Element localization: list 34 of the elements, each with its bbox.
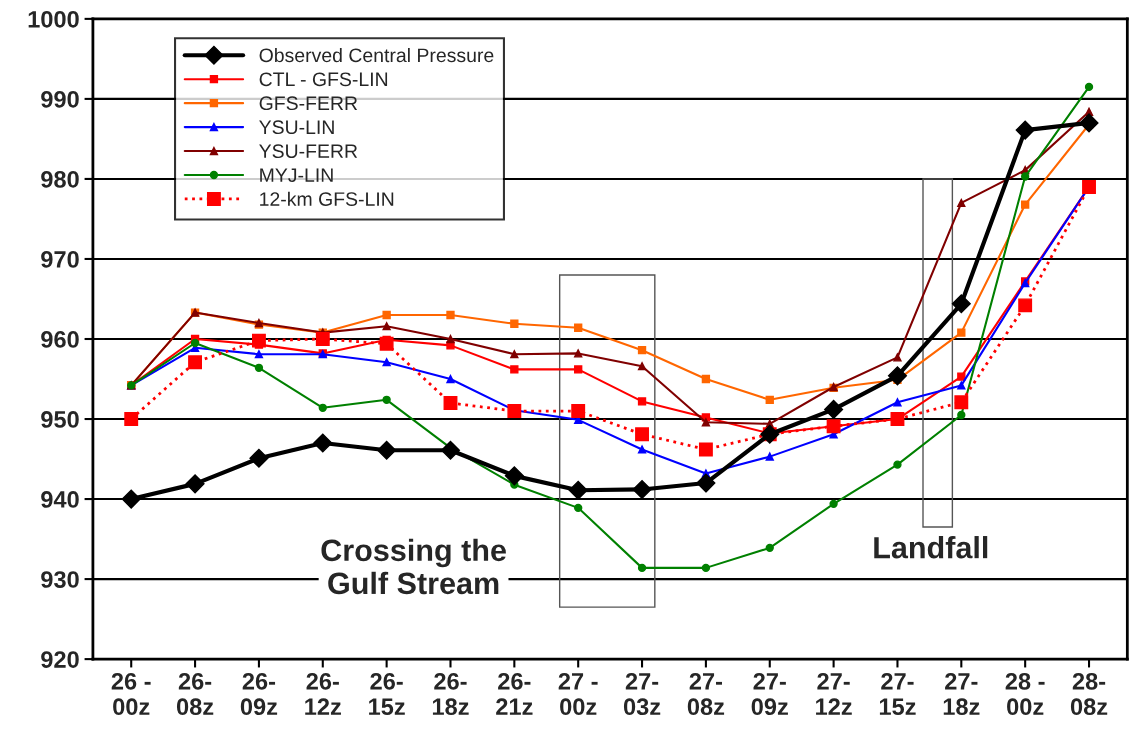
x-tick-label: 26- 09z [240,672,278,716]
x-tick-label: 27- 08z [687,672,725,716]
x-tick-label: 26 - 00z [111,672,151,716]
x-tick-label: 28- 08z [1070,672,1108,716]
x-tick-label: 26- 21z [496,672,533,715]
legend-label: MYJ-LIN [260,168,333,182]
y-tick-label: 970 [41,251,79,268]
x-tick-label: 28 - 00z [1005,672,1045,716]
y-tick-label: 950 [41,411,79,428]
y-tick-label: 980 [41,171,79,188]
y-tick-label: 990 [41,90,79,108]
y-tick-label: 920 [41,651,79,668]
x-tick-label: 27- 12z [816,672,852,715]
x-tick-label: 27- 18z [943,672,980,716]
annotation: Crossing the Gulf Stream [321,538,506,595]
annotation: Landfall [874,536,988,559]
y-tick-label: 930 [41,571,79,588]
x-tick-label: 26- 15z [369,672,405,716]
x-tick-label: 27- 03z [623,672,661,716]
x-tick-label: 26- 12z [305,672,341,715]
legend-label: GFS-FERR [259,96,358,111]
y-tick-label: 1000 [28,10,79,28]
y-tick-label: 940 [41,491,79,508]
x-tick-label: 27- 09z [751,672,788,716]
x-tick-label: 27 - 00z [558,672,598,716]
legend-label: 12-km GFS-LIN [260,191,394,206]
x-tick-label: 26- 08z [176,672,214,716]
legend-label: Observed Central Pressure [259,47,494,63]
legend-label: CTL - GFS-LIN [259,72,388,87]
legend-label: YSU-LIN [259,120,334,135]
legend-label: YSU-FERR [259,144,358,159]
x-tick-label: 26- 18z [432,672,469,716]
y-tick-label: 960 [41,331,79,348]
x-tick-label: 27- 15z [879,672,916,716]
